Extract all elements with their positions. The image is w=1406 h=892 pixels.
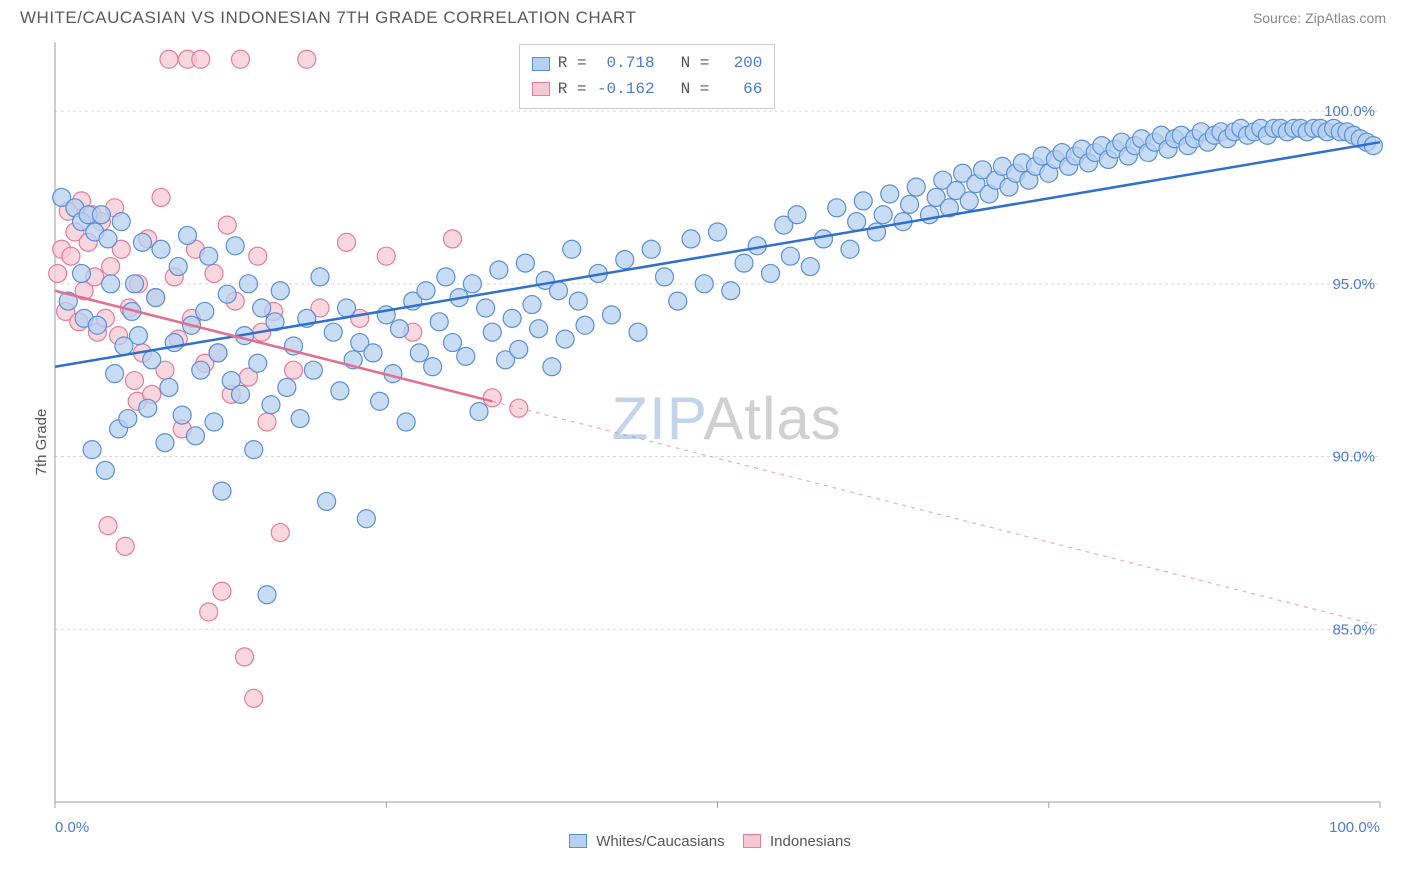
scatter-chart: 85.0%90.0%95.0%100.0%0.0%100.0% bbox=[0, 32, 1406, 852]
chart-source: Source: ZipAtlas.com bbox=[1253, 10, 1386, 26]
stats-legend-box: R = 0.718 N = 200 R = -0.162 N = 66 bbox=[519, 44, 776, 109]
svg-text:85.0%: 85.0% bbox=[1332, 621, 1375, 638]
series2-N-value: 66 bbox=[717, 77, 762, 103]
series1-swatch bbox=[532, 57, 550, 71]
footer-label-series1: Whites/Caucasians bbox=[596, 833, 724, 850]
series1-N-value: 200 bbox=[717, 51, 762, 77]
svg-text:90.0%: 90.0% bbox=[1332, 449, 1375, 466]
stats-R-label: R = bbox=[558, 51, 587, 77]
footer-legend: Whites/Caucasians Indonesians bbox=[0, 833, 1406, 850]
stats-N-label: N = bbox=[681, 51, 710, 77]
stats-row-series2: R = -0.162 N = 66 bbox=[532, 77, 763, 103]
footer-swatch-series2 bbox=[743, 834, 761, 848]
series2-R-value: -0.162 bbox=[595, 77, 655, 103]
chart-header: WHITE/CAUCASIAN VS INDONESIAN 7TH GRADE … bbox=[0, 0, 1406, 32]
footer-swatch-series1 bbox=[569, 834, 587, 848]
svg-text:100.0%: 100.0% bbox=[1324, 103, 1375, 120]
stats-row-series1: R = 0.718 N = 200 bbox=[532, 51, 763, 77]
series1-R-value: 0.718 bbox=[595, 51, 655, 77]
svg-text:95.0%: 95.0% bbox=[1332, 276, 1375, 293]
series2-swatch bbox=[532, 82, 550, 96]
chart-container: 7th Grade 85.0%90.0%95.0%100.0%0.0%100.0… bbox=[0, 32, 1406, 852]
y-axis-label: 7th Grade bbox=[33, 409, 50, 476]
chart-title: WHITE/CAUCASIAN VS INDONESIAN 7TH GRADE … bbox=[20, 8, 636, 28]
stats-N-label2: N = bbox=[681, 77, 710, 103]
stats-R-label2: R = bbox=[558, 77, 587, 103]
footer-label-series2: Indonesians bbox=[770, 833, 851, 850]
